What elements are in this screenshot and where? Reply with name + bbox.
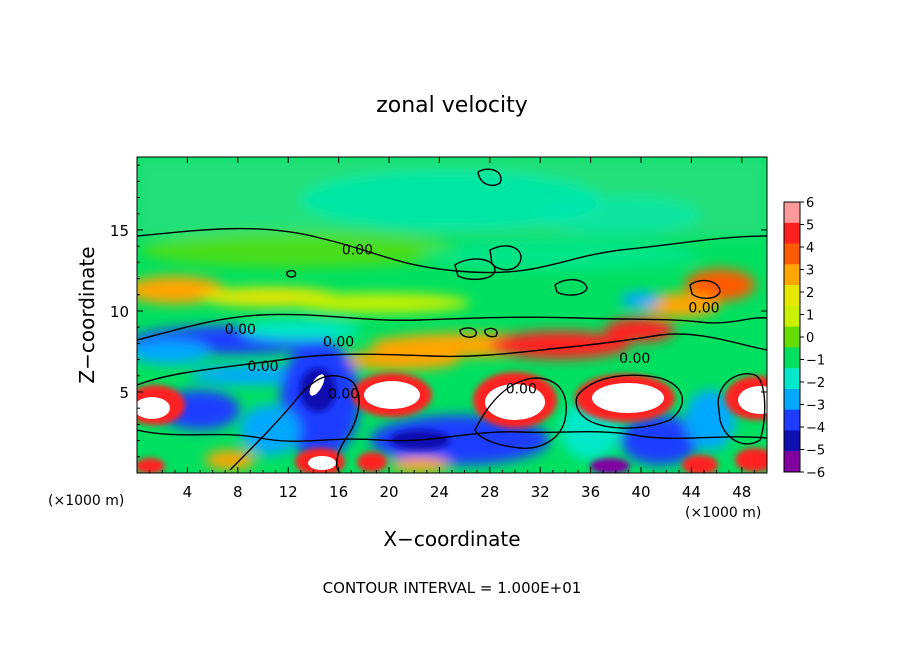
contour-label-group: 0.00 0.00 0.00 0.00 0.00 0.00 0.00 0.00 <box>225 242 720 402</box>
colorbar-swatch <box>784 202 800 224</box>
contour-label: 0.00 <box>328 387 359 403</box>
plot-area: 0.00 0.00 0.00 0.00 0.00 0.00 0.00 0.00 <box>137 157 767 473</box>
x-tick-label: 8 <box>233 483 243 501</box>
x-axis: 4 8 12 16 20 24 28 32 36 40 44 48 <box>149 157 755 501</box>
x-unit-right: (×1000 m) <box>685 505 761 521</box>
y-tick-label: 10 <box>110 303 129 321</box>
colorbar-tick-label: −6 <box>806 466 825 481</box>
contour-label: 0.00 <box>506 382 537 398</box>
colorbar-swatch <box>784 243 800 265</box>
zero-contours <box>137 168 767 473</box>
colorbar-swatch <box>784 222 800 245</box>
colorbar-tick-label: −4 <box>806 421 825 436</box>
contour-label: 0.00 <box>619 351 650 367</box>
colorbar-swatch <box>784 368 800 390</box>
colorbar-tick-label: 5 <box>806 219 814 234</box>
x-axis-label: X−coordinate <box>383 527 520 551</box>
velocity-field <box>137 157 767 473</box>
colorbar-swatch <box>784 264 800 286</box>
colorbar-tick-label: −3 <box>806 399 825 414</box>
x-tick-label: 36 <box>581 483 600 501</box>
contour-interval-note: CONTOUR INTERVAL = 1.000E+01 <box>323 579 582 597</box>
colorbar-tick-label: 0 <box>806 331 814 346</box>
x-tick-label: 24 <box>430 483 449 501</box>
colorbar-swatch <box>784 409 800 431</box>
x-tick-label: 48 <box>732 483 751 501</box>
colorbar-tick-label: 2 <box>806 286 814 301</box>
x-tick-label: 40 <box>631 483 650 501</box>
colorbar-tick-label: 3 <box>806 264 814 279</box>
contour-label: 0.00 <box>247 359 278 375</box>
x-tick-label: 4 <box>183 483 193 501</box>
colorbar-tick-label: −1 <box>806 354 825 369</box>
colorbar-tick-label: −2 <box>806 376 825 391</box>
colorbar-tick-label: 6 <box>806 196 814 211</box>
x-tick-label: 44 <box>682 483 701 501</box>
colorbar-swatch <box>784 305 800 328</box>
colorbar-tick-label: 1 <box>806 309 814 324</box>
x-tick-label: 20 <box>379 483 398 501</box>
contour-label: 0.00 <box>225 322 256 338</box>
colorbar-tick-label: −5 <box>806 444 825 459</box>
colorbar: 6 5 4 3 2 1 0 −1 −2 −3 −4 −5 −6 <box>783 196 825 481</box>
colorbar-swatch <box>784 388 800 411</box>
colorbar-swatch <box>784 326 800 348</box>
contour-label: 0.00 <box>323 335 354 351</box>
x-tick-label: 28 <box>480 483 499 501</box>
y-axis-label: Z−coordinate <box>75 246 99 383</box>
colorbar-swatch <box>784 451 800 473</box>
colorbar-tick-label: 4 <box>806 241 814 256</box>
colorbar-swatch <box>784 430 800 452</box>
x-tick-label: 32 <box>531 483 550 501</box>
y-tick-label: 5 <box>119 384 129 402</box>
y-axis: 5 10 15 <box>110 164 767 458</box>
colorbar-swatch <box>784 347 800 369</box>
x-tick-label: 12 <box>279 483 298 501</box>
chart-title: zonal velocity <box>376 93 528 118</box>
contour-label: 0.00 <box>688 301 719 317</box>
x-unit-left: (×1000 m) <box>48 493 124 509</box>
x-tick-label: 16 <box>329 483 348 501</box>
y-tick-label: 15 <box>110 222 129 240</box>
contour-label: 0.00 <box>342 242 373 258</box>
colorbar-swatch <box>784 285 800 307</box>
